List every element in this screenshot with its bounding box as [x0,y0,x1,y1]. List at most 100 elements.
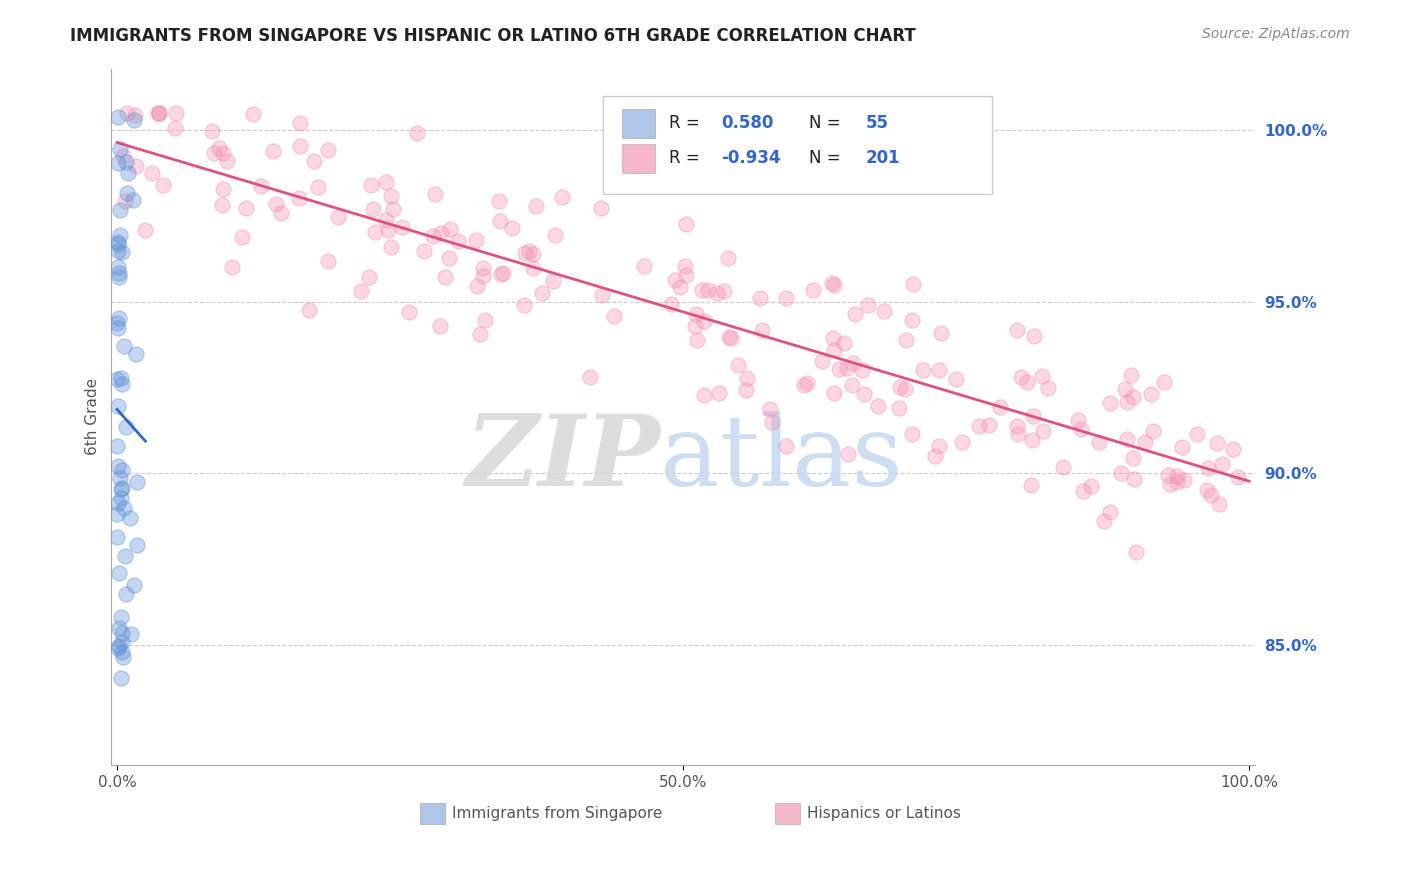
Point [242,107,264,121]
Point [517,244,540,258]
Point [775,291,797,305]
Point [111,481,134,495]
Point [208,141,231,155]
Point [471,268,494,283]
Point [1116,432,1139,446]
Point [105,372,128,386]
Point [832,335,855,350]
Point [110,377,132,392]
Point [513,246,536,260]
Point [429,318,451,333]
Point [603,309,626,323]
Point [1201,488,1223,502]
Point [1109,467,1132,481]
Point [1135,435,1157,450]
Point [107,156,129,170]
Point [796,376,818,391]
Point [1153,375,1175,389]
Point [1185,427,1208,442]
Point [125,159,148,173]
Point [775,439,797,453]
Point [811,354,834,368]
Point [837,447,859,461]
Point [111,626,134,640]
Point [720,331,742,345]
Point [685,307,707,321]
Point [945,371,967,385]
Point [541,274,564,288]
Point [122,112,145,127]
Point [683,318,706,333]
Point [734,383,756,397]
Point [108,142,131,156]
Point [1140,387,1163,401]
Point [250,179,273,194]
Point [591,288,613,302]
Point [350,284,373,298]
Point [690,283,713,297]
Text: N =: N = [808,149,846,167]
Point [110,672,132,686]
Point [901,313,924,327]
Point [124,108,146,122]
Point [264,197,287,211]
Point [1166,469,1188,483]
Point [111,634,134,648]
Point [931,326,953,340]
Point [288,139,311,153]
Point [1005,419,1028,434]
Point [108,640,131,654]
Point [380,189,402,203]
Point [380,240,402,254]
Point [107,641,129,656]
Point [901,277,924,292]
Point [633,259,655,273]
Point [412,244,434,258]
Point [793,377,815,392]
Point [108,471,131,485]
Point [1032,424,1054,438]
Point [1092,514,1115,528]
Point [844,307,866,321]
Point [221,260,243,275]
Point [105,507,128,521]
Point [111,645,134,659]
Point [751,324,773,338]
Point [675,217,697,231]
Point [107,236,129,251]
Point [1166,475,1188,490]
Point [1031,368,1053,383]
Point [217,154,239,169]
Point [841,378,863,392]
Point [675,268,697,282]
Point [114,194,136,208]
Point [928,363,950,377]
Point [148,106,170,120]
Point [1157,467,1180,482]
Point [107,496,129,510]
Point [928,439,950,453]
Point [474,313,496,327]
Point [202,145,225,160]
Point [988,400,1011,414]
Point [107,399,129,413]
Point [111,149,134,163]
Point [1099,396,1122,410]
Point [853,386,876,401]
Point [664,273,686,287]
Point [304,153,326,168]
Point [1022,409,1045,423]
Point [107,235,129,249]
Point [357,270,380,285]
Point [1222,442,1244,457]
Y-axis label: 6th Grade: 6th Grade [86,378,100,456]
Point [823,343,845,358]
Point [851,363,873,377]
Point [110,482,132,496]
Point [107,530,129,544]
Point [823,385,845,400]
Point [1197,461,1219,475]
Point [1071,483,1094,498]
Point [235,201,257,215]
Point [288,116,311,130]
